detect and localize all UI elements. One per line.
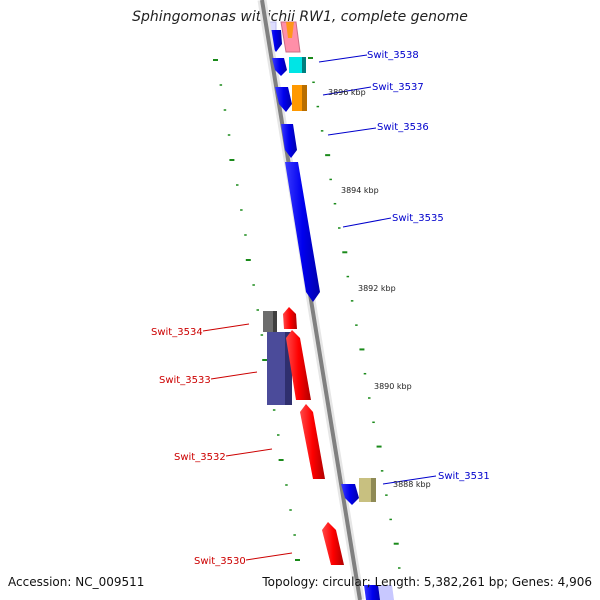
gene-label-swit-3530[interactable]: Swit_3530 bbox=[194, 556, 246, 567]
gene-label-swit-3538[interactable]: Swit_3538 bbox=[367, 50, 419, 61]
bottom-partial-blue bbox=[364, 585, 381, 600]
kbp-label-3892: 3892 kbp bbox=[358, 284, 396, 293]
gene-arrow-swit-3531[interactable] bbox=[341, 484, 359, 505]
accession-label: Accession: NC_009511 bbox=[8, 575, 145, 589]
reverse-strand-features bbox=[263, 307, 344, 565]
feature-cyan bbox=[289, 57, 302, 73]
feature-purple-edge bbox=[285, 332, 292, 405]
gene-labels: Swit_3538 Swit_3537 Swit_3536 Swit_3535 … bbox=[151, 50, 490, 567]
kbp-label-3888: 3888 kbp bbox=[393, 480, 431, 489]
kbp-label-3894: 3894 kbp bbox=[341, 186, 379, 195]
gene-label-swit-3537[interactable]: Swit_3537 bbox=[372, 82, 424, 93]
kbp-label-3890: 3890 kbp bbox=[374, 382, 412, 391]
gene-arrow-swit-3537[interactable] bbox=[275, 87, 292, 112]
gene-label-swit-3531[interactable]: Swit_3531 bbox=[438, 471, 490, 482]
feature-khaki-edge bbox=[371, 478, 376, 502]
gene-label-swit-3532[interactable]: Swit_3532 bbox=[174, 452, 226, 463]
kbp-labels: 3896 kbp 3894 kbp 3892 kbp 3890 kbp 3888… bbox=[328, 88, 431, 489]
gene-label-swit-3533[interactable]: Swit_3533 bbox=[159, 375, 211, 386]
map-title: Sphingomonas wittichii RW1, complete gen… bbox=[132, 9, 468, 25]
gene-arrow-swit-3532[interactable] bbox=[300, 404, 325, 479]
feature-gray-edge bbox=[273, 311, 277, 332]
gene-label-swit-3536[interactable]: Swit_3536 bbox=[377, 122, 429, 133]
genome-summary: Topology: circular; Length: 5,382,261 bp… bbox=[262, 575, 592, 589]
bottom-partial-lavender bbox=[378, 585, 394, 600]
kbp-label-3896: 3896 kbp bbox=[328, 88, 366, 97]
gene-arrow-swit-3533[interactable] bbox=[286, 330, 311, 400]
label-connectors bbox=[202, 54, 437, 561]
gene-arrow-swit-3534[interactable] bbox=[283, 307, 297, 329]
gene-arrow-swit-3538[interactable] bbox=[272, 58, 287, 76]
gene-arrow-swit-3530[interactable] bbox=[322, 522, 344, 565]
tick-rails bbox=[213, 57, 401, 569]
gene-arrow-swit-3535[interactable] bbox=[285, 162, 320, 302]
feature-orange-edge bbox=[302, 85, 307, 111]
feature-cyan-2 bbox=[302, 57, 306, 73]
gene-label-swit-3534[interactable]: Swit_3534 bbox=[151, 327, 203, 338]
gene-arrow-swit-3536[interactable] bbox=[281, 124, 297, 158]
gene-label-swit-3535[interactable]: Swit_3535 bbox=[392, 213, 444, 224]
forward-strand-features bbox=[272, 57, 394, 600]
